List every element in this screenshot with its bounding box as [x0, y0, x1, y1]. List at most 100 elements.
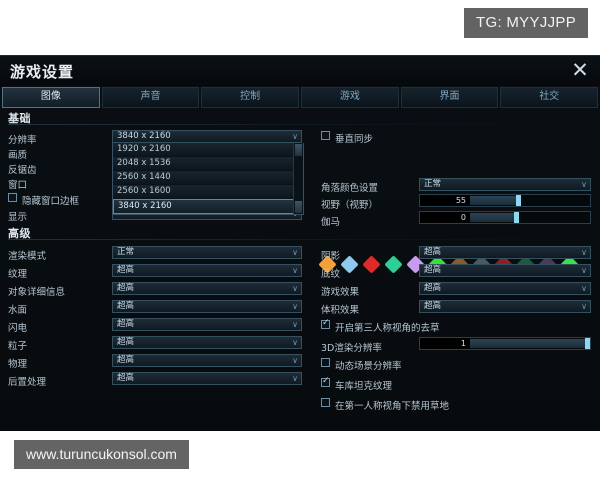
label-volumetric-effects: 体积效果 [321, 305, 360, 316]
select-particles-value: 超高 [117, 337, 135, 347]
dropdown-option-selected[interactable]: 3840 x 2160 [113, 199, 303, 214]
section-divider-advanced [8, 239, 592, 240]
section-heading-basic: 基础 [8, 112, 31, 125]
select-render-mode-value: 正常 [117, 247, 135, 257]
select-shading-value: 超高 [424, 265, 442, 275]
slider-render-resolution[interactable]: 1 [419, 337, 591, 350]
scrollbar-thumb-up[interactable] [295, 144, 302, 156]
resolution-dropdown-list[interactable]: 1920 x 2160 2048 x 1536 2560 x 1440 2560… [112, 143, 304, 215]
label-corner-color: 角落颜色设置 [321, 183, 379, 194]
chevron-down-icon: ∨ [292, 284, 298, 293]
chevron-down-icon: ∨ [581, 284, 587, 293]
select-post-processing-value: 超高 [117, 373, 135, 383]
dropdown-option[interactable]: 2560 x 1600 [113, 185, 303, 199]
tab-controls[interactable]: 控制 [201, 87, 300, 108]
site-watermark-badge: www.turuncukonsol.com [14, 440, 189, 469]
select-water-value: 超高 [117, 301, 135, 311]
select-shading[interactable]: 超高 ∨ [419, 264, 591, 277]
section-heading-advanced: 高级 [8, 227, 31, 240]
label-post-processing: 后置处理 [8, 377, 47, 388]
dropdown-scrollbar[interactable] [293, 143, 303, 214]
label-window-mode: 窗口 [8, 180, 28, 191]
color-swatch[interactable] [340, 255, 359, 274]
select-object-detail-value: 超高 [117, 283, 135, 293]
label-lightning: 闪电 [8, 323, 28, 334]
select-corner-color-value: 正常 [424, 179, 442, 189]
label-render-resolution: 3D渲染分辨率 [321, 343, 382, 354]
slider-fov-knob[interactable] [516, 195, 521, 206]
slider-gamma[interactable]: 0 [419, 211, 591, 224]
tab-interface[interactable]: 界面 [400, 87, 499, 108]
select-shadows-value: 超高 [424, 247, 442, 257]
label-shadows: 阴影 [321, 251, 341, 262]
page-title: 游戏设置 [10, 63, 75, 81]
slider-gamma-knob[interactable] [514, 212, 519, 223]
close-icon[interactable]: ✕ [571, 58, 589, 82]
label-physics: 物理 [8, 359, 28, 370]
select-game-effects-value: 超高 [424, 283, 442, 293]
select-lightning[interactable]: 超高 ∨ [112, 318, 302, 331]
label-shading: 底纹 [321, 269, 341, 280]
dropdown-option[interactable]: 1920 x 2160 [113, 143, 303, 157]
label-particles: 粒子 [8, 341, 28, 352]
scrollbar-thumb-down[interactable] [295, 201, 302, 213]
checkbox-hide-window-border[interactable] [8, 193, 17, 202]
tab-graphics[interactable]: 图像 [2, 87, 100, 108]
select-render-mode[interactable]: 正常 ∨ [112, 246, 302, 259]
label-object-detail: 对象详细信息 [8, 287, 66, 298]
select-shadows[interactable]: 超高 ∨ [419, 246, 591, 259]
slider-fov-value: 55 [420, 195, 470, 206]
select-resolution[interactable]: 3840 x 2160 ∨ [112, 130, 302, 143]
dropdown-option[interactable]: 2048 x 1536 [113, 157, 303, 171]
label-texture: 纹理 [8, 269, 28, 280]
select-lightning-value: 超高 [117, 319, 135, 329]
dropdown-option[interactable]: 2560 x 1440 [113, 171, 303, 185]
color-swatch[interactable] [362, 255, 381, 274]
slider-render-resolution-track [470, 339, 585, 348]
tab-bar: 图像 声音 控制 游戏 界面 社交 [0, 87, 600, 108]
chevron-down-icon: ∨ [292, 248, 298, 257]
label-fov: 视野（视野） [321, 200, 379, 211]
select-water[interactable]: 超高 ∨ [112, 300, 302, 313]
chevron-down-icon: ∨ [581, 266, 587, 275]
chevron-down-icon: ∨ [292, 266, 298, 275]
label-display: 显示 [8, 212, 28, 223]
label-antialiasing: 反锯齿 [8, 165, 37, 176]
tab-sound[interactable]: 声音 [101, 87, 200, 108]
select-texture[interactable]: 超高 ∨ [112, 264, 302, 277]
slider-render-resolution-knob[interactable] [585, 338, 590, 349]
chevron-down-icon: ∨ [292, 320, 298, 329]
select-object-detail[interactable]: 超高 ∨ [112, 282, 302, 295]
select-particles[interactable]: 超高 ∨ [112, 336, 302, 349]
section-divider-basic [8, 124, 592, 125]
select-physics[interactable]: 超高 ∨ [112, 354, 302, 367]
checkbox-garage-tank-texture[interactable] [321, 376, 330, 387]
color-swatch[interactable] [384, 255, 403, 274]
slider-fov[interactable]: 55 [419, 194, 591, 207]
checkbox-first-person-disable-grass[interactable] [321, 398, 330, 407]
select-texture-value: 超高 [117, 265, 135, 275]
select-game-effects[interactable]: 超高 ∨ [419, 282, 591, 295]
dialog-titlebar: 游戏设置 ✕ [0, 56, 600, 86]
tab-game[interactable]: 游戏 [301, 87, 399, 108]
chevron-down-icon: ∨ [292, 374, 298, 383]
tg-watermark-badge: TG: MYYJJPP [464, 8, 588, 38]
select-volumetric-effects[interactable]: 超高 ∨ [419, 300, 591, 313]
label-resolution: 分辨率 [8, 135, 37, 146]
checkbox-third-person-grass[interactable] [321, 318, 330, 329]
select-corner-color[interactable]: 正常 ∨ [419, 178, 591, 191]
select-post-processing[interactable]: 超高 ∨ [112, 372, 302, 385]
label-render-mode: 渲染模式 [8, 251, 47, 262]
tab-social[interactable]: 社交 [500, 87, 599, 108]
checkbox-vsync[interactable] [321, 131, 330, 140]
chevron-down-icon: ∨ [292, 132, 298, 141]
settings-content: 基础 分辨率 3840 x 2160 ∨ 画质 反锯齿 窗口 隐藏窗口边框 显示… [0, 108, 600, 431]
label-water: 水面 [8, 305, 28, 316]
label-hide-window-border: 隐藏窗口边框 [22, 196, 80, 207]
label-first-person-disable-grass: 在第一人称视角下禁用草地 [335, 401, 450, 412]
label-garage-tank-texture: 车库坦克纹理 [335, 381, 393, 392]
chevron-down-icon: ∨ [292, 356, 298, 365]
checkbox-dynamic-scene-resolution[interactable] [321, 358, 330, 367]
slider-gamma-track [470, 213, 516, 222]
